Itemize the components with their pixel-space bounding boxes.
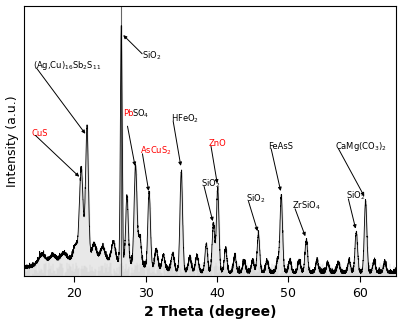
Y-axis label: Intensity (a.u.): Intensity (a.u.) [6, 95, 18, 187]
Text: Pb: Pb [122, 109, 133, 118]
Text: CuS: CuS [31, 129, 48, 138]
Text: AsCuS$_2$: AsCuS$_2$ [140, 145, 171, 157]
Text: (Ag,Cu)$_{16}$Sb$_2$S$_{11}$: (Ag,Cu)$_{16}$Sb$_2$S$_{11}$ [32, 59, 101, 72]
Text: ZnO: ZnO [208, 139, 226, 148]
Text: ZrSiO$_4$: ZrSiO$_4$ [291, 200, 320, 213]
Text: SiO$_2$: SiO$_2$ [345, 190, 364, 202]
Text: SiO$_2$: SiO$_2$ [201, 177, 220, 190]
Text: SiO$_2$: SiO$_2$ [245, 192, 264, 205]
Text: HFeO$_2$: HFeO$_2$ [170, 112, 198, 125]
Text: CaMg(CO$_3$)$_2$: CaMg(CO$_3$)$_2$ [334, 139, 386, 152]
X-axis label: 2 Theta (degree): 2 Theta (degree) [143, 306, 275, 319]
Text: SO$_4$: SO$_4$ [132, 107, 149, 120]
Text: SiO$_2$: SiO$_2$ [142, 49, 161, 62]
Text: FeAsS: FeAsS [268, 141, 293, 150]
